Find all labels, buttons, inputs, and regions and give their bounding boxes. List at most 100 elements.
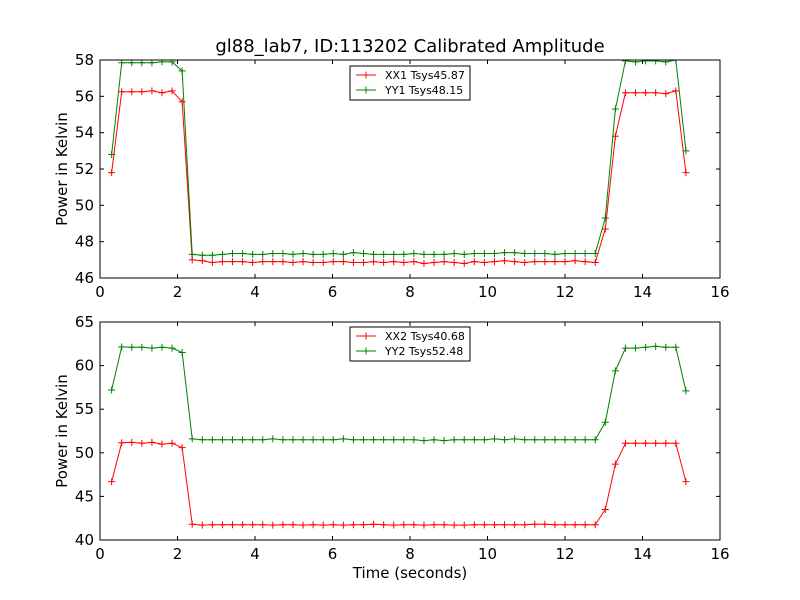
legend-marker — [362, 71, 370, 79]
data-point — [319, 259, 327, 267]
data-point — [218, 436, 226, 444]
data-point — [480, 521, 488, 529]
data-point — [279, 258, 287, 266]
data-point — [390, 436, 398, 444]
y-tick-label: 58 — [75, 51, 94, 69]
series-line — [111, 441, 687, 526]
data-point — [420, 250, 428, 258]
data-point — [360, 521, 367, 529]
legend-label: YY2 Tsys52.48 — [384, 345, 463, 358]
series-yy-2 — [108, 342, 690, 445]
data-point — [198, 521, 206, 529]
data-point — [601, 505, 609, 513]
data-point — [390, 250, 398, 258]
data-point — [450, 259, 458, 267]
data-point — [118, 88, 126, 96]
y-tick-label: 56 — [75, 87, 94, 105]
data-point — [591, 521, 599, 529]
data-point — [128, 343, 136, 351]
data-point — [682, 169, 690, 177]
x-tick-label: 12 — [555, 545, 574, 563]
data-point — [108, 150, 116, 158]
data-point — [239, 521, 247, 529]
legend: XX1 Tsys45.87 YY1 Tsys48.15 — [349, 65, 471, 101]
y-tick-label: 40 — [75, 531, 94, 549]
data-point — [420, 437, 428, 445]
data-point — [299, 521, 307, 529]
data-point — [299, 258, 307, 266]
data-point — [591, 259, 599, 267]
data-point — [309, 521, 317, 529]
series-line — [111, 345, 687, 442]
data-point — [108, 478, 116, 486]
x-tick-label: 6 — [328, 283, 338, 301]
data-point — [541, 258, 549, 266]
x-tick-label: 10 — [478, 545, 497, 563]
data-point — [400, 250, 408, 258]
data-point — [541, 436, 549, 444]
x-tick-label: 8 — [405, 283, 415, 301]
y-tick-label: 50 — [75, 196, 94, 214]
data-point — [269, 435, 277, 443]
x-tick-label: 16 — [710, 545, 729, 563]
data-point — [511, 521, 519, 529]
data-point — [239, 258, 247, 266]
legend: XX2 Tsys40.68 YY2 Tsys52.48 — [349, 326, 471, 362]
data-point — [470, 249, 478, 257]
data-point — [178, 98, 186, 106]
data-point — [460, 521, 468, 529]
data-point — [541, 520, 549, 528]
data-point — [128, 88, 136, 96]
data-point — [289, 259, 297, 267]
x-tick-label: 14 — [633, 283, 652, 301]
data-point — [551, 250, 559, 258]
data-point — [319, 521, 327, 529]
data-point — [490, 249, 498, 257]
data-point — [188, 250, 196, 258]
data-point — [460, 259, 468, 267]
data-point — [521, 436, 529, 444]
data-point — [511, 258, 519, 266]
data-point — [601, 418, 609, 426]
data-point — [621, 439, 629, 447]
data-point — [662, 60, 670, 66]
data-point — [360, 249, 367, 257]
data-point — [531, 436, 539, 444]
data-point — [349, 259, 357, 267]
data-point — [148, 438, 156, 446]
data-point — [319, 436, 327, 444]
data-point — [370, 250, 378, 258]
data-point — [480, 436, 488, 444]
data-point — [621, 60, 629, 65]
data-point — [158, 343, 166, 351]
data-point — [632, 344, 640, 352]
data-point — [188, 435, 196, 443]
data-point — [632, 439, 640, 447]
data-point — [339, 435, 347, 443]
data-point — [621, 344, 629, 352]
x-tick-label: 10 — [478, 283, 497, 301]
data-point — [632, 89, 640, 97]
data-point — [440, 250, 448, 258]
data-point — [370, 436, 378, 444]
data-point — [339, 250, 347, 258]
data-point — [410, 258, 418, 266]
data-point — [652, 439, 660, 447]
legend-label: YY1 Tsys48.15 — [384, 84, 463, 97]
data-point — [632, 60, 640, 66]
data-point — [400, 521, 408, 529]
data-point — [329, 258, 337, 266]
x-tick-label: 0 — [95, 545, 105, 563]
data-point — [138, 439, 146, 447]
data-point — [480, 259, 488, 267]
y-tick-label: 50 — [75, 444, 94, 462]
data-point — [349, 249, 357, 257]
data-point — [410, 436, 418, 444]
data-point — [339, 258, 347, 266]
x-tick-label: 4 — [250, 283, 260, 301]
data-point — [430, 259, 438, 267]
legend-marker — [362, 347, 370, 355]
data-point — [259, 436, 267, 444]
data-point — [329, 249, 337, 257]
